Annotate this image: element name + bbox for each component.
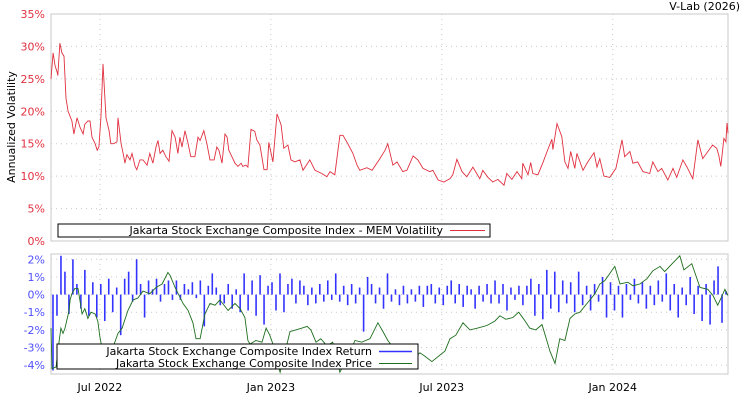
y-tick-label: 10% bbox=[21, 170, 45, 183]
y-tick-label: -2% bbox=[24, 324, 45, 337]
legend-price-label: Jakarta Stock Exchange Composite Index P… bbox=[115, 357, 372, 370]
y-tick-label: 30% bbox=[21, 40, 45, 53]
y-tick-label: 5% bbox=[28, 203, 45, 216]
volatility-line bbox=[50, 43, 729, 187]
plot-area bbox=[50, 13, 729, 242]
returns-legend: Jakarta Stock Exchange Composite Index R… bbox=[56, 343, 419, 370]
y-tick-label: -4% bbox=[24, 359, 45, 372]
y-axis-label: Annualized Volatility bbox=[5, 71, 18, 183]
returns-panel: Jul 2022 Jan 2023 Jul 2023 Jan 2024 -4% -3% -2… bbox=[24, 253, 729, 394]
volatility-legend: Jakarta Stock Exchange Composite Index -… bbox=[57, 223, 491, 238]
x-tick-label: Jul 2023 bbox=[418, 381, 464, 394]
y-tick-label: 0% bbox=[28, 289, 45, 302]
y-tick-label: 15% bbox=[21, 138, 45, 151]
volatility-panel: 0% 5% 10% 15% 20% 25% 30% 35% bbox=[21, 8, 729, 248]
y-tick-label: 2% bbox=[28, 253, 45, 266]
legend-box bbox=[57, 223, 491, 238]
x-tick-label: Jul 2022 bbox=[77, 381, 123, 394]
legend-return-label: Jakarta Stock Exchange Composite Index R… bbox=[105, 345, 372, 358]
legend-volatility-label: Jakarta Stock Exchange Composite Index -… bbox=[128, 224, 443, 237]
y-tick-label: -3% bbox=[24, 342, 45, 355]
y-tick-label: 35% bbox=[21, 8, 45, 21]
x-tick-label: Jan 2023 bbox=[246, 381, 295, 394]
y-tick-label: -1% bbox=[24, 306, 45, 319]
legend-box bbox=[56, 343, 419, 370]
credit-label: V-Lab (2026) bbox=[669, 0, 740, 13]
x-tick-label: Jan 2024 bbox=[588, 381, 637, 394]
y-tick-label: 1% bbox=[28, 271, 45, 284]
y-tick-label: 20% bbox=[21, 105, 45, 118]
y-tick-label: 0% bbox=[28, 235, 45, 248]
y-tick-label: 25% bbox=[21, 73, 45, 86]
